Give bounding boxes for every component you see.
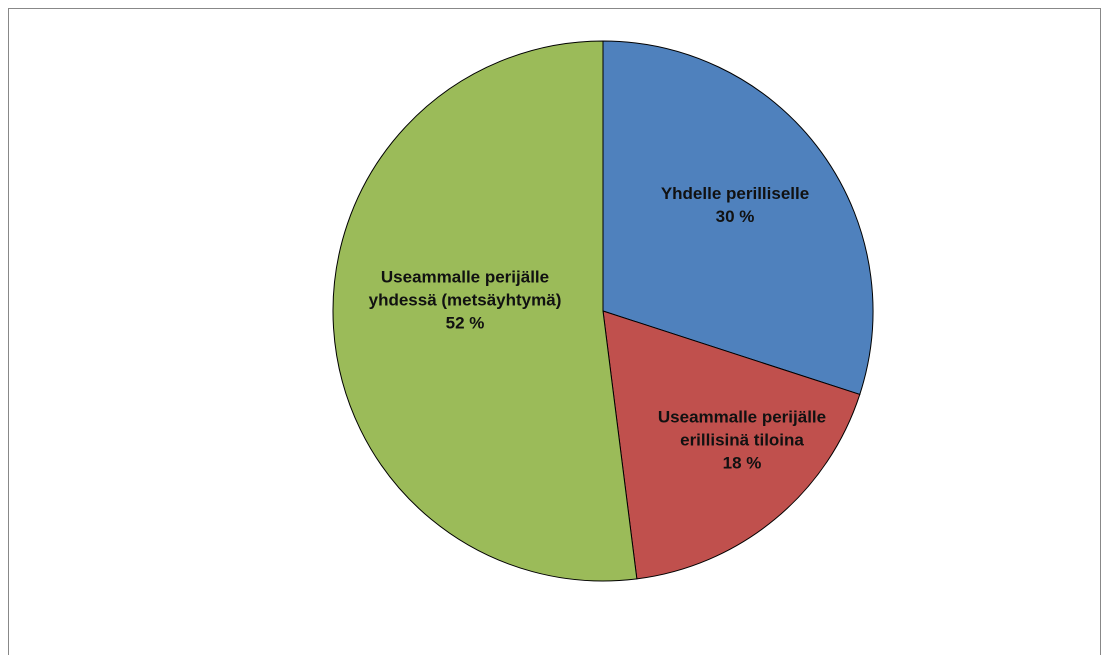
slice-label: Yhdelle perilliselle 30 % xyxy=(660,182,810,228)
value-label: 52 % xyxy=(445,313,485,333)
category-label: Yhdelle perilliselle xyxy=(660,184,810,203)
pie-slice xyxy=(602,40,874,396)
pie-slice xyxy=(602,310,861,580)
category-label: Useammalle perijälle yhdessä (metsäyhtym… xyxy=(368,267,562,310)
value-label: 18 % xyxy=(722,453,762,473)
value-label: 30 % xyxy=(715,207,755,226)
slice-label: Useammalle perijälle yhdessä (metsäyhtym… xyxy=(365,266,565,335)
pie-slice xyxy=(332,40,638,582)
slice-label: Useammalle perijälle erillisinä tiloina 1… xyxy=(642,406,842,475)
chart-frame xyxy=(8,8,1101,655)
category-label: Useammalle perijälle erillisinä tiloina xyxy=(657,407,827,450)
